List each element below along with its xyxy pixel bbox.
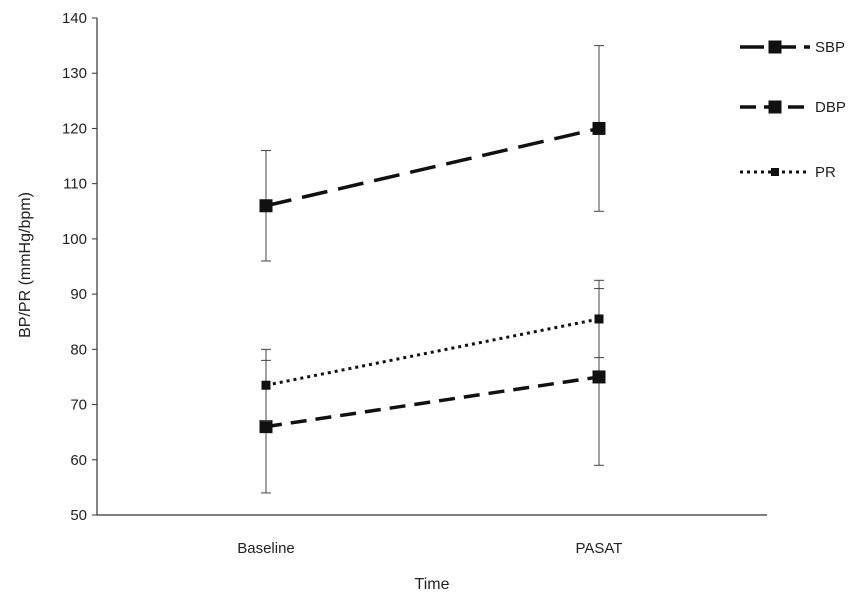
y-tick-label: 100	[62, 231, 87, 248]
y-tick-label: 140	[62, 10, 87, 27]
y-tick-label: 130	[62, 65, 87, 82]
y-tick-label: 120	[62, 120, 87, 137]
y-tick-label: 60	[70, 452, 87, 469]
series-line-pr	[265, 317, 600, 387]
y-tick-label: 70	[70, 397, 87, 414]
y-tick-label: 50	[70, 507, 87, 524]
data-point-pr	[261, 380, 271, 390]
y-ticks: 50 60 70 80 90 100 110 120 130 140	[62, 10, 97, 524]
data-point-sbp	[592, 121, 606, 135]
y-tick-label: 90	[70, 286, 87, 303]
legend-label: DBP	[815, 99, 846, 116]
series-dbp	[259, 288, 606, 494]
x-axis-title: Time	[415, 576, 450, 593]
y-axis-title: BP/PR (mmHg/bpm)	[17, 192, 34, 338]
data-point-dbp	[592, 370, 606, 384]
series-pr	[261, 279, 604, 422]
legend: SBP DBP PR	[740, 39, 846, 181]
legend-item-dbp: DBP	[740, 99, 846, 116]
series-line-dbp	[265, 375, 600, 429]
legend-swatch-marker	[768, 40, 782, 54]
x-ticks: Baseline PASAT	[237, 540, 622, 557]
y-tick-label: 110	[63, 176, 87, 193]
legend-label: PR	[815, 164, 836, 181]
data-point-sbp	[259, 199, 273, 213]
x-tick-label: Baseline	[237, 540, 295, 557]
legend-label: SBP	[815, 39, 845, 56]
series-line-sbp	[265, 126, 600, 208]
data-point-pr	[594, 314, 604, 324]
legend-swatch-marker	[771, 168, 779, 176]
legend-item-sbp: SBP	[740, 39, 845, 56]
plot-area	[259, 45, 606, 494]
axes	[96, 18, 767, 516]
y-tick-label: 80	[70, 341, 87, 358]
data-point-dbp	[259, 420, 273, 434]
legend-swatch-marker	[768, 100, 782, 114]
series-sbp	[259, 45, 606, 262]
x-tick-label: PASAT	[576, 540, 623, 557]
legend-item-pr: PR	[740, 164, 836, 181]
